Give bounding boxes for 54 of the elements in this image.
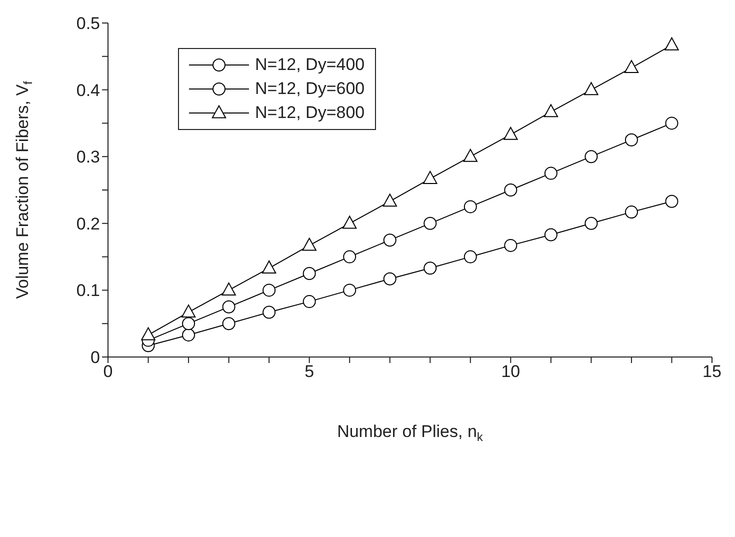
point (664, 37, 679, 50)
point (544, 166, 558, 180)
x-tick-label: 0 (103, 362, 113, 382)
y-tick-label: 0 (90, 348, 100, 368)
x-tick-label: 10 (501, 362, 520, 382)
point (343, 284, 356, 297)
y-tick-label: 0.1 (76, 281, 100, 300)
point (463, 148, 478, 162)
point (423, 170, 438, 184)
y-tick-label: 0.4 (76, 80, 100, 100)
point (544, 228, 558, 242)
point (584, 150, 598, 164)
point (262, 306, 276, 319)
point (302, 238, 316, 251)
point (584, 82, 598, 96)
legend-label: N=12, Dy=400 (255, 55, 365, 75)
point (624, 60, 639, 74)
legend-label: N=12, Dy=800 (255, 103, 365, 123)
point (424, 262, 437, 275)
point (382, 194, 397, 207)
point (302, 295, 316, 308)
point (584, 216, 598, 230)
point (504, 238, 518, 252)
point (424, 216, 437, 230)
point (182, 317, 196, 330)
x-tick-label: 5 (304, 362, 314, 382)
legend-label: N=12, Dy=600 (255, 79, 365, 99)
point (302, 267, 316, 280)
point (262, 260, 276, 274)
point (665, 194, 678, 208)
point (262, 284, 276, 297)
point (504, 126, 518, 140)
point (342, 216, 357, 229)
point (383, 272, 396, 286)
point (383, 234, 396, 247)
point (504, 184, 518, 196)
y-tick-label: 0.3 (76, 148, 100, 167)
point (222, 300, 236, 314)
point (624, 133, 638, 146)
point (665, 116, 678, 130)
point (544, 104, 558, 118)
x-tick-label: 15 (702, 362, 722, 382)
point (181, 304, 196, 318)
point (222, 317, 236, 330)
point (343, 250, 356, 264)
y-tick-label: 0.2 (76, 214, 100, 234)
point (464, 250, 477, 264)
point (182, 328, 196, 342)
point (624, 206, 638, 219)
x-axis-title: Number of Plies, n$_{k}$ (337, 422, 484, 444)
point (222, 282, 236, 296)
y-tick-label: 0.5 (76, 14, 100, 34)
point (464, 200, 477, 214)
point (141, 327, 156, 340)
